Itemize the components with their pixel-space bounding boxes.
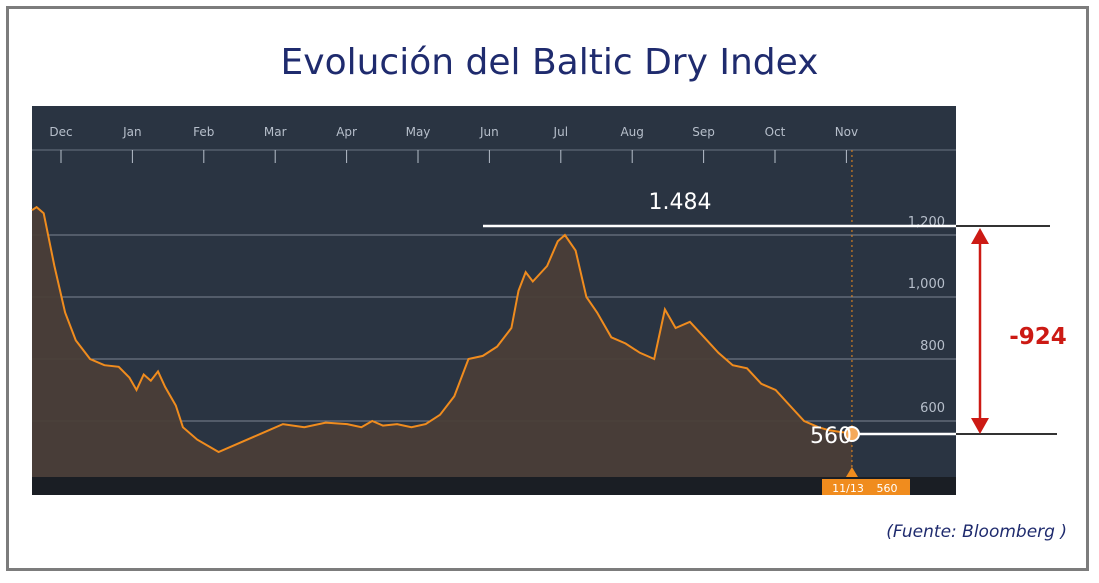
month-label: Nov: [835, 125, 858, 139]
month-label: Jun: [479, 125, 499, 139]
month-label: Apr: [336, 125, 357, 139]
month-label: Sep: [692, 125, 715, 139]
month-label: Mar: [264, 125, 287, 139]
month-label: Oct: [765, 125, 786, 139]
current-point: [843, 426, 860, 442]
month-label: Dec: [49, 125, 72, 139]
date-box: [822, 479, 910, 495]
marker-date: 11/13: [832, 482, 864, 495]
outer-frame: [6, 6, 1089, 571]
chart-title: Evolución del Baltic Dry Index: [280, 42, 819, 83]
cursor-marker: [845, 467, 858, 477]
arrowhead-down: [971, 418, 989, 434]
y-tick-label: 600: [920, 401, 945, 416]
month-label: Jan: [122, 125, 142, 139]
source-note: (Fuente: Bloomberg ): [886, 522, 1067, 542]
max-label: 1.484: [649, 190, 712, 215]
arrowhead-up: [971, 228, 989, 244]
y-tick-label: 1,200: [908, 215, 945, 230]
marker-value: 560: [877, 482, 898, 495]
series-line: [31, 205, 853, 454]
chart-bottom-bar: [32, 477, 956, 495]
area-fill: [32, 207, 852, 477]
month-label: Jul: [553, 125, 568, 139]
delta-label: -924: [1009, 324, 1067, 350]
current-label: 560: [810, 424, 852, 449]
month-label: Feb: [193, 125, 214, 139]
month-label: May: [406, 125, 431, 139]
y-tick-label: 1,000: [908, 277, 945, 292]
month-label: Aug: [620, 125, 643, 139]
y-tick-label: 800: [920, 339, 945, 354]
